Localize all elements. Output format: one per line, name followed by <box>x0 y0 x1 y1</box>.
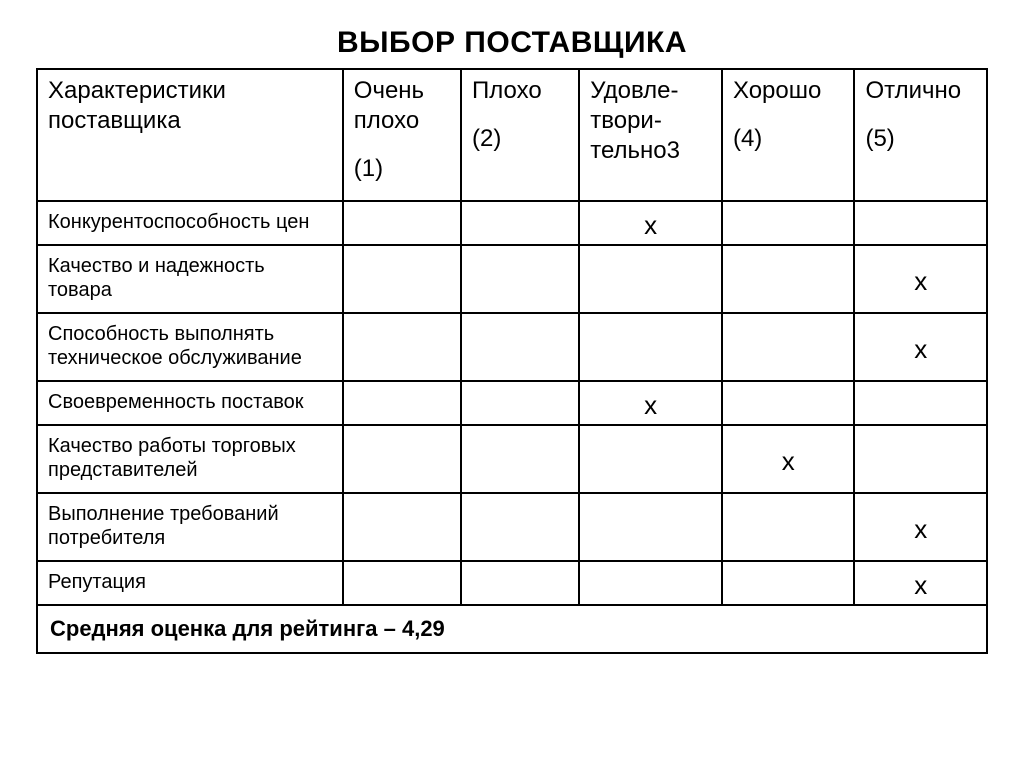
col-header-rating-4-num: (4) <box>733 124 844 154</box>
table-header-row: Характеристики поставщика Очень плохо (1… <box>37 69 987 201</box>
col-header-rating-5-label: Отлично <box>865 76 976 106</box>
mark-cell <box>343 493 461 561</box>
mark-cell: х <box>854 561 987 605</box>
table-row: Своевременность поставок х <box>37 381 987 425</box>
mark-cell <box>343 561 461 605</box>
mark-cell: х <box>854 313 987 381</box>
mark-cell <box>579 425 722 493</box>
mark-cell: х <box>854 493 987 561</box>
col-header-rating-3-label: Удовле-твори-тельно3 <box>590 76 711 166</box>
col-header-rating-4: Хорошо (4) <box>722 69 855 201</box>
mark-cell <box>579 493 722 561</box>
supplier-evaluation-table: Характеристики поставщика Очень плохо (1… <box>36 68 988 654</box>
criterion-cell: Качество и надежность товара <box>37 245 343 313</box>
table-row: Качество работы торговых представителей … <box>37 425 987 493</box>
mark-cell <box>579 313 722 381</box>
mark-cell <box>722 201 855 245</box>
mark-cell <box>854 381 987 425</box>
mark-cell <box>343 313 461 381</box>
col-header-rating-1: Очень плохо (1) <box>343 69 461 201</box>
table-row: Способность выполнять техническое обслуж… <box>37 313 987 381</box>
table-row: Репутация х <box>37 561 987 605</box>
mark-cell <box>854 425 987 493</box>
table-row: Качество и надежность товара х <box>37 245 987 313</box>
mark-cell <box>854 201 987 245</box>
mark-cell <box>722 313 855 381</box>
criterion-cell: Репутация <box>37 561 343 605</box>
mark-cell <box>343 425 461 493</box>
mark-cell: х <box>854 245 987 313</box>
mark-cell <box>722 245 855 313</box>
footer-cell: Средняя оценка для рейтинга – 4,29 <box>37 605 987 653</box>
col-header-rating-2: Плохо (2) <box>461 69 579 201</box>
mark-cell <box>579 561 722 605</box>
col-header-rating-4-label: Хорошо <box>733 76 844 106</box>
col-header-rating-2-num: (2) <box>472 124 568 154</box>
col-header-rating-3: Удовле-твори-тельно3 <box>579 69 722 201</box>
col-header-rating-5-num: (5) <box>865 124 976 154</box>
mark-cell <box>722 381 855 425</box>
mark-cell <box>343 201 461 245</box>
mark-cell <box>461 201 579 245</box>
criterion-cell: Способность выполнять техническое обслуж… <box>37 313 343 381</box>
mark-cell <box>579 245 722 313</box>
mark-cell: х <box>579 201 722 245</box>
table-row: Выполнение требований потребителя х <box>37 493 987 561</box>
table-footer-row: Средняя оценка для рейтинга – 4,29 <box>37 605 987 653</box>
mark-cell <box>461 313 579 381</box>
mark-cell <box>722 493 855 561</box>
mark-cell <box>343 245 461 313</box>
mark-cell <box>343 381 461 425</box>
criterion-cell: Своевременность поставок <box>37 381 343 425</box>
mark-cell <box>722 561 855 605</box>
mark-cell: х <box>579 381 722 425</box>
criterion-cell: Конкурентоспособность цен <box>37 201 343 245</box>
mark-cell <box>461 381 579 425</box>
mark-cell <box>461 245 579 313</box>
table-row: Конкурентоспособность цен х <box>37 201 987 245</box>
col-header-rating-5: Отлично (5) <box>854 69 987 201</box>
col-header-rating-1-label: Очень плохо <box>354 76 450 136</box>
criterion-cell: Качество работы торговых представителей <box>37 425 343 493</box>
page-title: ВЫБОР ПОСТАВЩИКА <box>36 26 988 60</box>
page: ВЫБОР ПОСТАВЩИКА Характеристики поставщи… <box>0 0 1024 768</box>
col-header-rating-1-num: (1) <box>354 154 450 184</box>
col-header-criteria-label: Характеристики поставщика <box>48 77 226 134</box>
mark-cell <box>461 493 579 561</box>
mark-cell <box>461 425 579 493</box>
col-header-criteria: Характеристики поставщика <box>37 69 343 201</box>
col-header-rating-2-label: Плохо <box>472 76 568 106</box>
mark-cell <box>461 561 579 605</box>
mark-cell: х <box>722 425 855 493</box>
criterion-cell: Выполнение требований потребителя <box>37 493 343 561</box>
